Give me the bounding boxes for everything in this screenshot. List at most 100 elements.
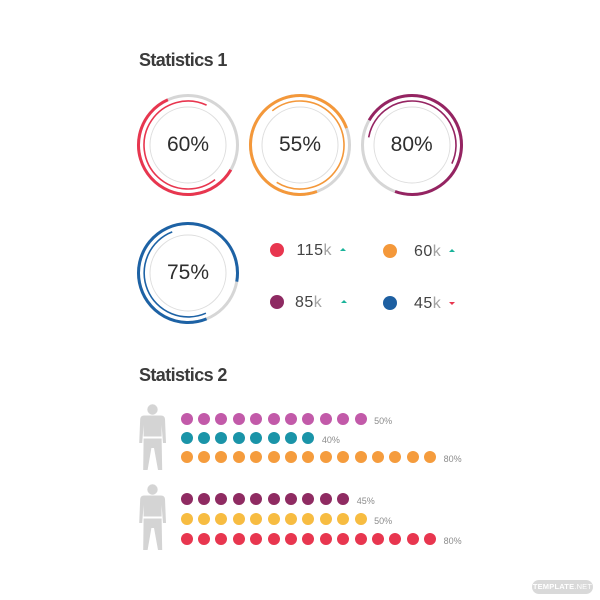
dot: [302, 533, 315, 545]
dot: [180, 413, 193, 425]
dot: [406, 450, 419, 463]
dot: [285, 533, 298, 545]
ring-outer-arc: [367, 93, 463, 196]
dot: [302, 450, 315, 463]
progress-ring: 60%: [135, 92, 241, 198]
dot-row: 50%: [180, 513, 392, 526]
dot: [302, 413, 315, 425]
dot-row-percent-label: 40%: [321, 435, 340, 446]
dot: [371, 533, 384, 545]
dot: [232, 513, 245, 525]
dot: [354, 413, 367, 425]
dot: [180, 513, 193, 525]
dot-series: [180, 432, 315, 445]
dot: [285, 413, 298, 425]
section-title-statistics-1: Statistics 1: [139, 49, 227, 70]
dot: [337, 450, 350, 463]
dot: [215, 513, 228, 525]
progress-ring-graphic: [360, 93, 463, 196]
dot: [267, 493, 280, 505]
ring-outer-arc: [249, 93, 348, 196]
ring-outer-arc: [137, 221, 239, 324]
dot: [180, 432, 193, 445]
kpi-value: 115k: [296, 241, 333, 259]
dot: [302, 432, 315, 445]
dot-row: 45%: [180, 493, 375, 506]
progress-ring-graphic: [137, 93, 239, 196]
kpi-color-dot: [270, 243, 284, 257]
dot: [250, 533, 263, 545]
dot: [180, 493, 193, 505]
dot-series: [180, 450, 437, 463]
dot: [250, 413, 263, 425]
dot: [285, 450, 298, 463]
dot: [232, 493, 245, 505]
dot: [180, 533, 193, 545]
dot: [250, 493, 263, 505]
dot: [198, 493, 211, 505]
ring-middle-arc: [143, 99, 216, 190]
watermark-suffix: .NET: [574, 581, 593, 591]
dot: [198, 413, 211, 425]
dot: [371, 450, 384, 463]
dot-row: 50%: [180, 413, 392, 426]
dot: [198, 513, 211, 525]
ring-inner-circle: [373, 106, 451, 183]
dot: [302, 493, 315, 505]
trend-up-icon: [339, 248, 346, 252]
ring-inner-circle: [261, 106, 339, 183]
section-title-statistics-2: Statistics 2: [139, 364, 227, 385]
dot: [354, 513, 367, 525]
dot: [424, 533, 437, 545]
kpi-number: 85: [295, 293, 314, 311]
dot-row: 80%: [180, 533, 462, 546]
trend-up-icon: [449, 249, 455, 253]
dot: [267, 450, 280, 463]
person-icon: [139, 484, 166, 550]
dot: [319, 450, 332, 463]
dot: [354, 533, 367, 545]
dot: [406, 533, 419, 545]
dot: [232, 533, 245, 545]
dot: [215, 533, 228, 545]
progress-ring: 75%: [135, 220, 241, 326]
kpi-color-dot: [383, 244, 397, 258]
dot: [267, 533, 280, 545]
dot: [198, 432, 211, 445]
dot: [337, 513, 350, 525]
kpi-number: 60: [414, 242, 433, 260]
dot: [232, 413, 245, 425]
ring-middle-arc: [143, 230, 207, 318]
dot: [337, 533, 350, 545]
dot: [250, 432, 263, 445]
dot: [215, 493, 228, 505]
dot: [198, 450, 211, 463]
dot: [389, 533, 402, 545]
kpi-value: 85k: [295, 293, 322, 311]
kpi-unit: k: [432, 242, 442, 260]
dot: [319, 533, 332, 545]
ring-middle-arc: [367, 99, 457, 164]
dot-series: [180, 413, 367, 425]
watermark-brand: TEMPLATE: [532, 581, 575, 591]
dot: [250, 513, 263, 525]
kpi-number: 115: [296, 241, 324, 259]
dot: [319, 513, 332, 525]
dot: [198, 533, 211, 545]
trend-up-icon: [340, 300, 347, 304]
ring-inner-circle: [149, 106, 227, 183]
dot: [354, 450, 367, 463]
dot: [302, 513, 315, 525]
progress-ring: 80%: [359, 92, 465, 198]
person-icon: [139, 404, 166, 470]
dot: [319, 413, 332, 425]
trend-down-icon: [449, 302, 455, 306]
kpi-value: 60k: [414, 242, 442, 260]
dot: [285, 493, 298, 505]
dot: [215, 432, 228, 445]
dot-row: 40%: [180, 432, 340, 446]
dot: [285, 513, 298, 525]
dot: [337, 413, 350, 425]
kpi-unit: k: [323, 241, 333, 259]
kpi-color-dot: [270, 295, 284, 309]
